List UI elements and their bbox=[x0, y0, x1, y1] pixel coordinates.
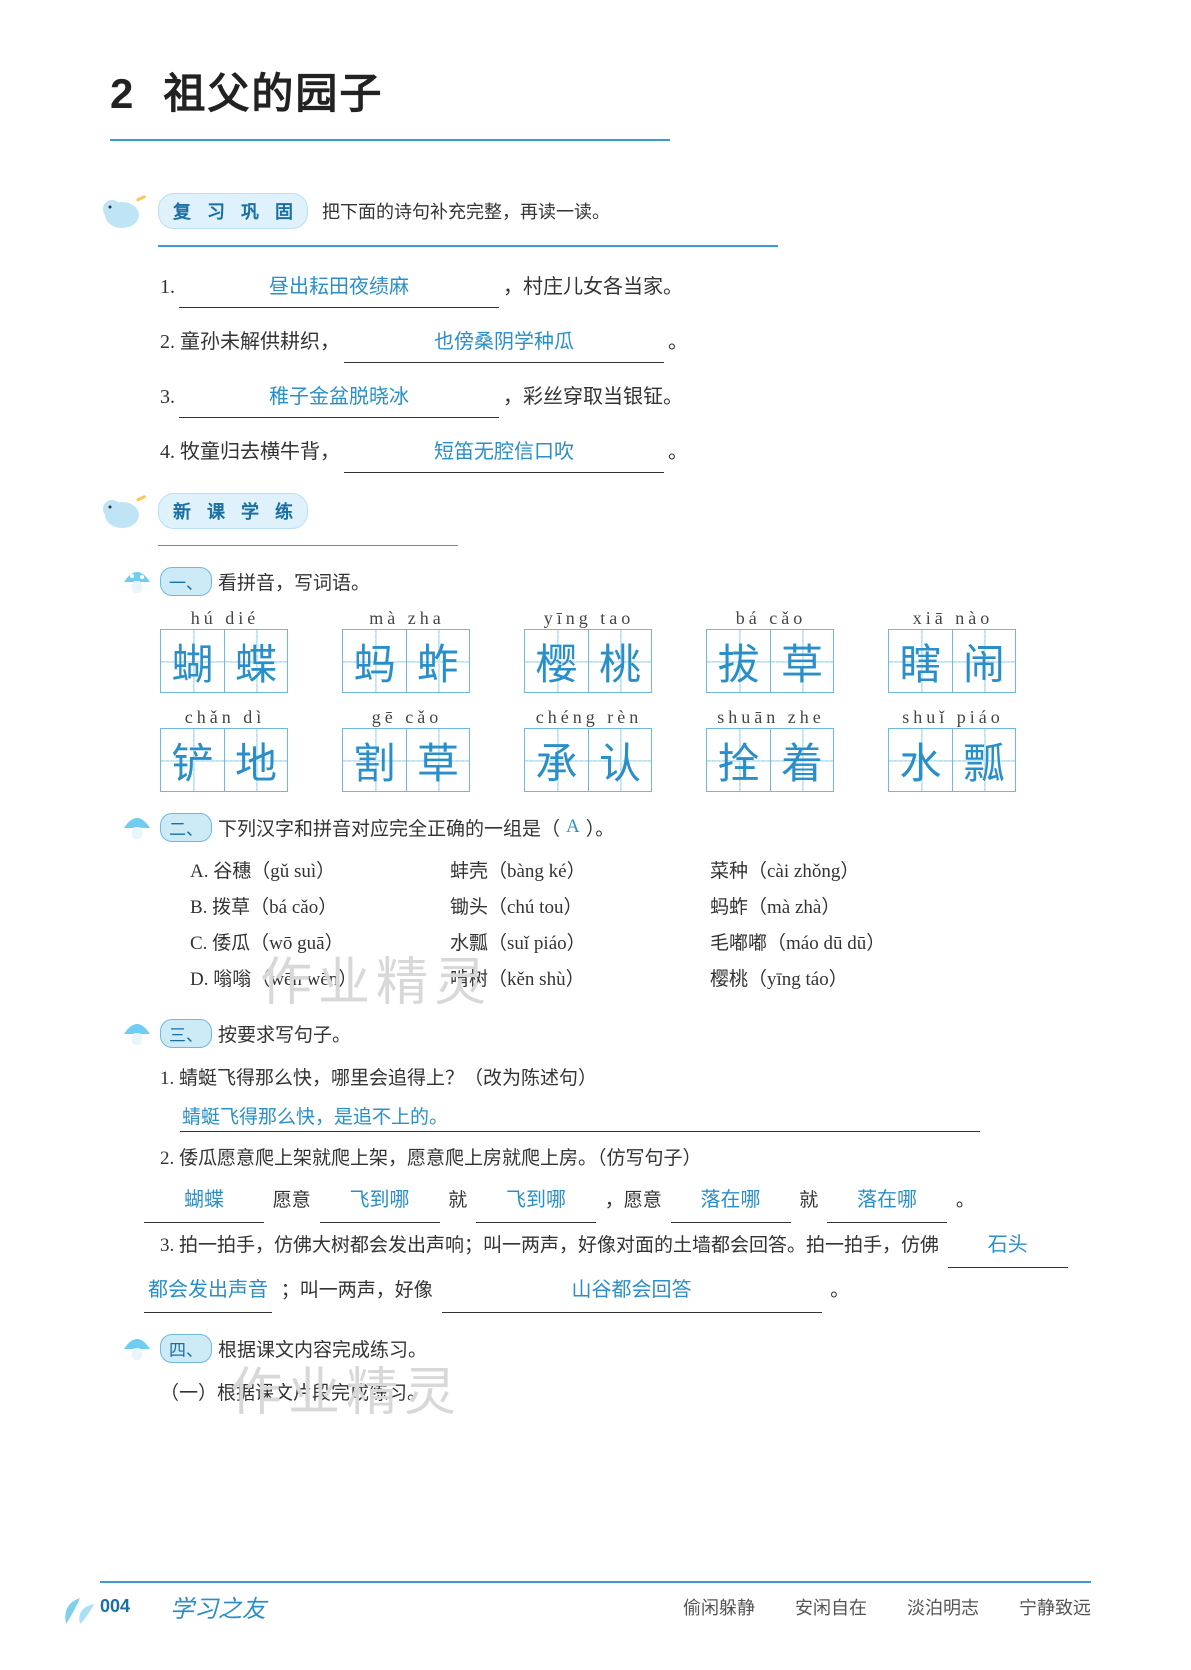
blank[interactable]: 山谷都会回答 bbox=[442, 1268, 822, 1313]
mushroom-icon bbox=[120, 566, 154, 596]
review-q1: 1. 昼出耘田夜绩麻 ，村庄儿女各当家。 bbox=[160, 267, 1091, 308]
blank[interactable]: 飞到哪 bbox=[476, 1178, 596, 1223]
char-row-2: 铲地 割草 承认 拴着 水瓢 bbox=[160, 728, 1091, 792]
pinyin-row-1: hú dié mà zha yīng tao bá cǎo xiā nào bbox=[160, 608, 1091, 629]
section-review-header: 复 习 巩 固 把下面的诗句补充完整，再读一读。 bbox=[100, 191, 1091, 231]
mushroom-icon bbox=[120, 812, 154, 842]
mc-row: B. 拨草（bá cǎo）锄头（chú tou）蚂蚱（mà zhà） bbox=[190, 890, 1091, 926]
q3-2-fill: 蝴蝶 愿意 飞到哪 就 飞到哪 ，愿意 落在哪 就 落在哪 。 bbox=[140, 1178, 1091, 1223]
title-underline bbox=[110, 139, 670, 141]
char-row-1: 蝴蝶 蚂蚱 樱桃 拔草 瞎闹 bbox=[160, 629, 1091, 693]
char-box[interactable]: 拴着 bbox=[706, 728, 836, 792]
mc-row: C. 倭瓜（wō guā）水瓢（suǐ piáo）毛嘟嘟（máo dū dū） bbox=[190, 926, 1091, 962]
lesson-name: 祖父的园子 bbox=[163, 60, 383, 121]
q3-title: 三、 按要求写句子。 bbox=[120, 1018, 1091, 1048]
page-footer: 004 学习之友 偷闲躲静 安闲自在 淡泊明志 宁静致远 bbox=[100, 1581, 1091, 1624]
blank[interactable]: 落在哪 bbox=[671, 1178, 791, 1223]
review-badge: 复 习 巩 固 bbox=[158, 193, 308, 229]
q3-1: 1. 蜻蜓飞得那么快，哪里会追得上？（改为陈述句） bbox=[160, 1060, 1091, 1098]
pinyin-row-2: chǎn dì gē cǎo chéng rèn shuān zhe shuǐ … bbox=[160, 707, 1091, 728]
blank[interactable]: 昼出耘田夜绩麻 bbox=[179, 267, 499, 308]
mc-row: D. 嗡嗡（wēn wēn）啃树（kěn shù）樱桃（yīng táo） bbox=[190, 962, 1091, 998]
q3-3-line2: 都会发出声音 ；叫一两声，好像 山谷都会回答 。 bbox=[140, 1268, 1091, 1313]
mc-answer[interactable]: A bbox=[566, 816, 580, 838]
blank[interactable]: 稚子金盆脱晓冰 bbox=[179, 377, 499, 418]
char-box[interactable]: 瞎闹 bbox=[888, 629, 1018, 693]
char-box[interactable]: 水瓢 bbox=[888, 728, 1018, 792]
answer-line[interactable]: 蜻蜓飞得那么快，是追不上的。 bbox=[180, 1098, 980, 1132]
mc-row: A. 谷穗（gǔ suì）蚌壳（bàng ké）菜种（cài zhǒng） bbox=[190, 854, 1091, 890]
divider bbox=[158, 545, 458, 547]
q4-title: 四、 根据课文内容完成练习。 bbox=[120, 1333, 1091, 1363]
review-desc: 把下面的诗句补充完整，再读一读。 bbox=[322, 198, 610, 224]
char-box[interactable]: 蚂蚱 bbox=[342, 629, 472, 693]
char-box[interactable]: 樱桃 bbox=[524, 629, 654, 693]
q4-sub: （一）根据课文片段完成练习。 bbox=[160, 1375, 1091, 1413]
mushroom-icon bbox=[120, 1018, 154, 1048]
new-badge: 新 课 学 练 bbox=[158, 493, 308, 529]
q2-title: 二、 下列汉字和拼音对应完全正确的一组是（ A ）。 bbox=[120, 812, 1091, 842]
q1-title: 一、 看拼音，写词语。 bbox=[120, 566, 1091, 596]
divider bbox=[158, 245, 778, 247]
mushroom-icon bbox=[120, 1333, 154, 1363]
lesson-number: 2 bbox=[110, 70, 133, 118]
blank[interactable]: 飞到哪 bbox=[320, 1178, 440, 1223]
elephant-icon bbox=[100, 191, 150, 231]
page-number: 004 bbox=[100, 1596, 130, 1617]
char-box[interactable]: 割草 bbox=[342, 728, 472, 792]
review-q2: 2. 童孙未解供耕织， 也傍桑阴学种瓜 。 bbox=[160, 322, 1091, 363]
footer-idioms: 偷闲躲静 安闲自在 淡泊明志 宁静致远 bbox=[683, 1594, 1091, 1620]
elephant-icon bbox=[100, 491, 150, 531]
section-new-header: 新 课 学 练 bbox=[100, 491, 1091, 531]
q3-3: 3. 拍一拍手，仿佛大树都会发出声响；叫一两声，好像对面的土墙都会回答。拍一拍手… bbox=[160, 1223, 1091, 1268]
blank[interactable]: 落在哪 bbox=[827, 1178, 947, 1223]
review-q4: 4. 牧童归去横牛背， 短笛无腔信口吹 。 bbox=[160, 432, 1091, 473]
blank[interactable]: 短笛无腔信口吹 bbox=[344, 432, 664, 473]
q3-2: 2. 倭瓜愿意爬上架就爬上架，愿意爬上房就爬上房。（仿写句子） bbox=[160, 1140, 1091, 1178]
brand-name: 学习之友 bbox=[170, 1589, 266, 1624]
blank[interactable]: 石头 bbox=[948, 1223, 1068, 1268]
char-box[interactable]: 承认 bbox=[524, 728, 654, 792]
review-q3: 3. 稚子金盆脱晓冰 ，彩丝穿取当银钲。 bbox=[160, 377, 1091, 418]
blank[interactable]: 蝴蝶 bbox=[144, 1178, 264, 1223]
lesson-title: 2 祖父的园子 bbox=[110, 60, 1091, 121]
char-box[interactable]: 蝴蝶 bbox=[160, 629, 290, 693]
char-box[interactable]: 拔草 bbox=[706, 629, 836, 693]
blank[interactable]: 都会发出声音 bbox=[144, 1268, 272, 1313]
blank[interactable]: 也傍桑阴学种瓜 bbox=[344, 322, 664, 363]
char-box[interactable]: 铲地 bbox=[160, 728, 290, 792]
